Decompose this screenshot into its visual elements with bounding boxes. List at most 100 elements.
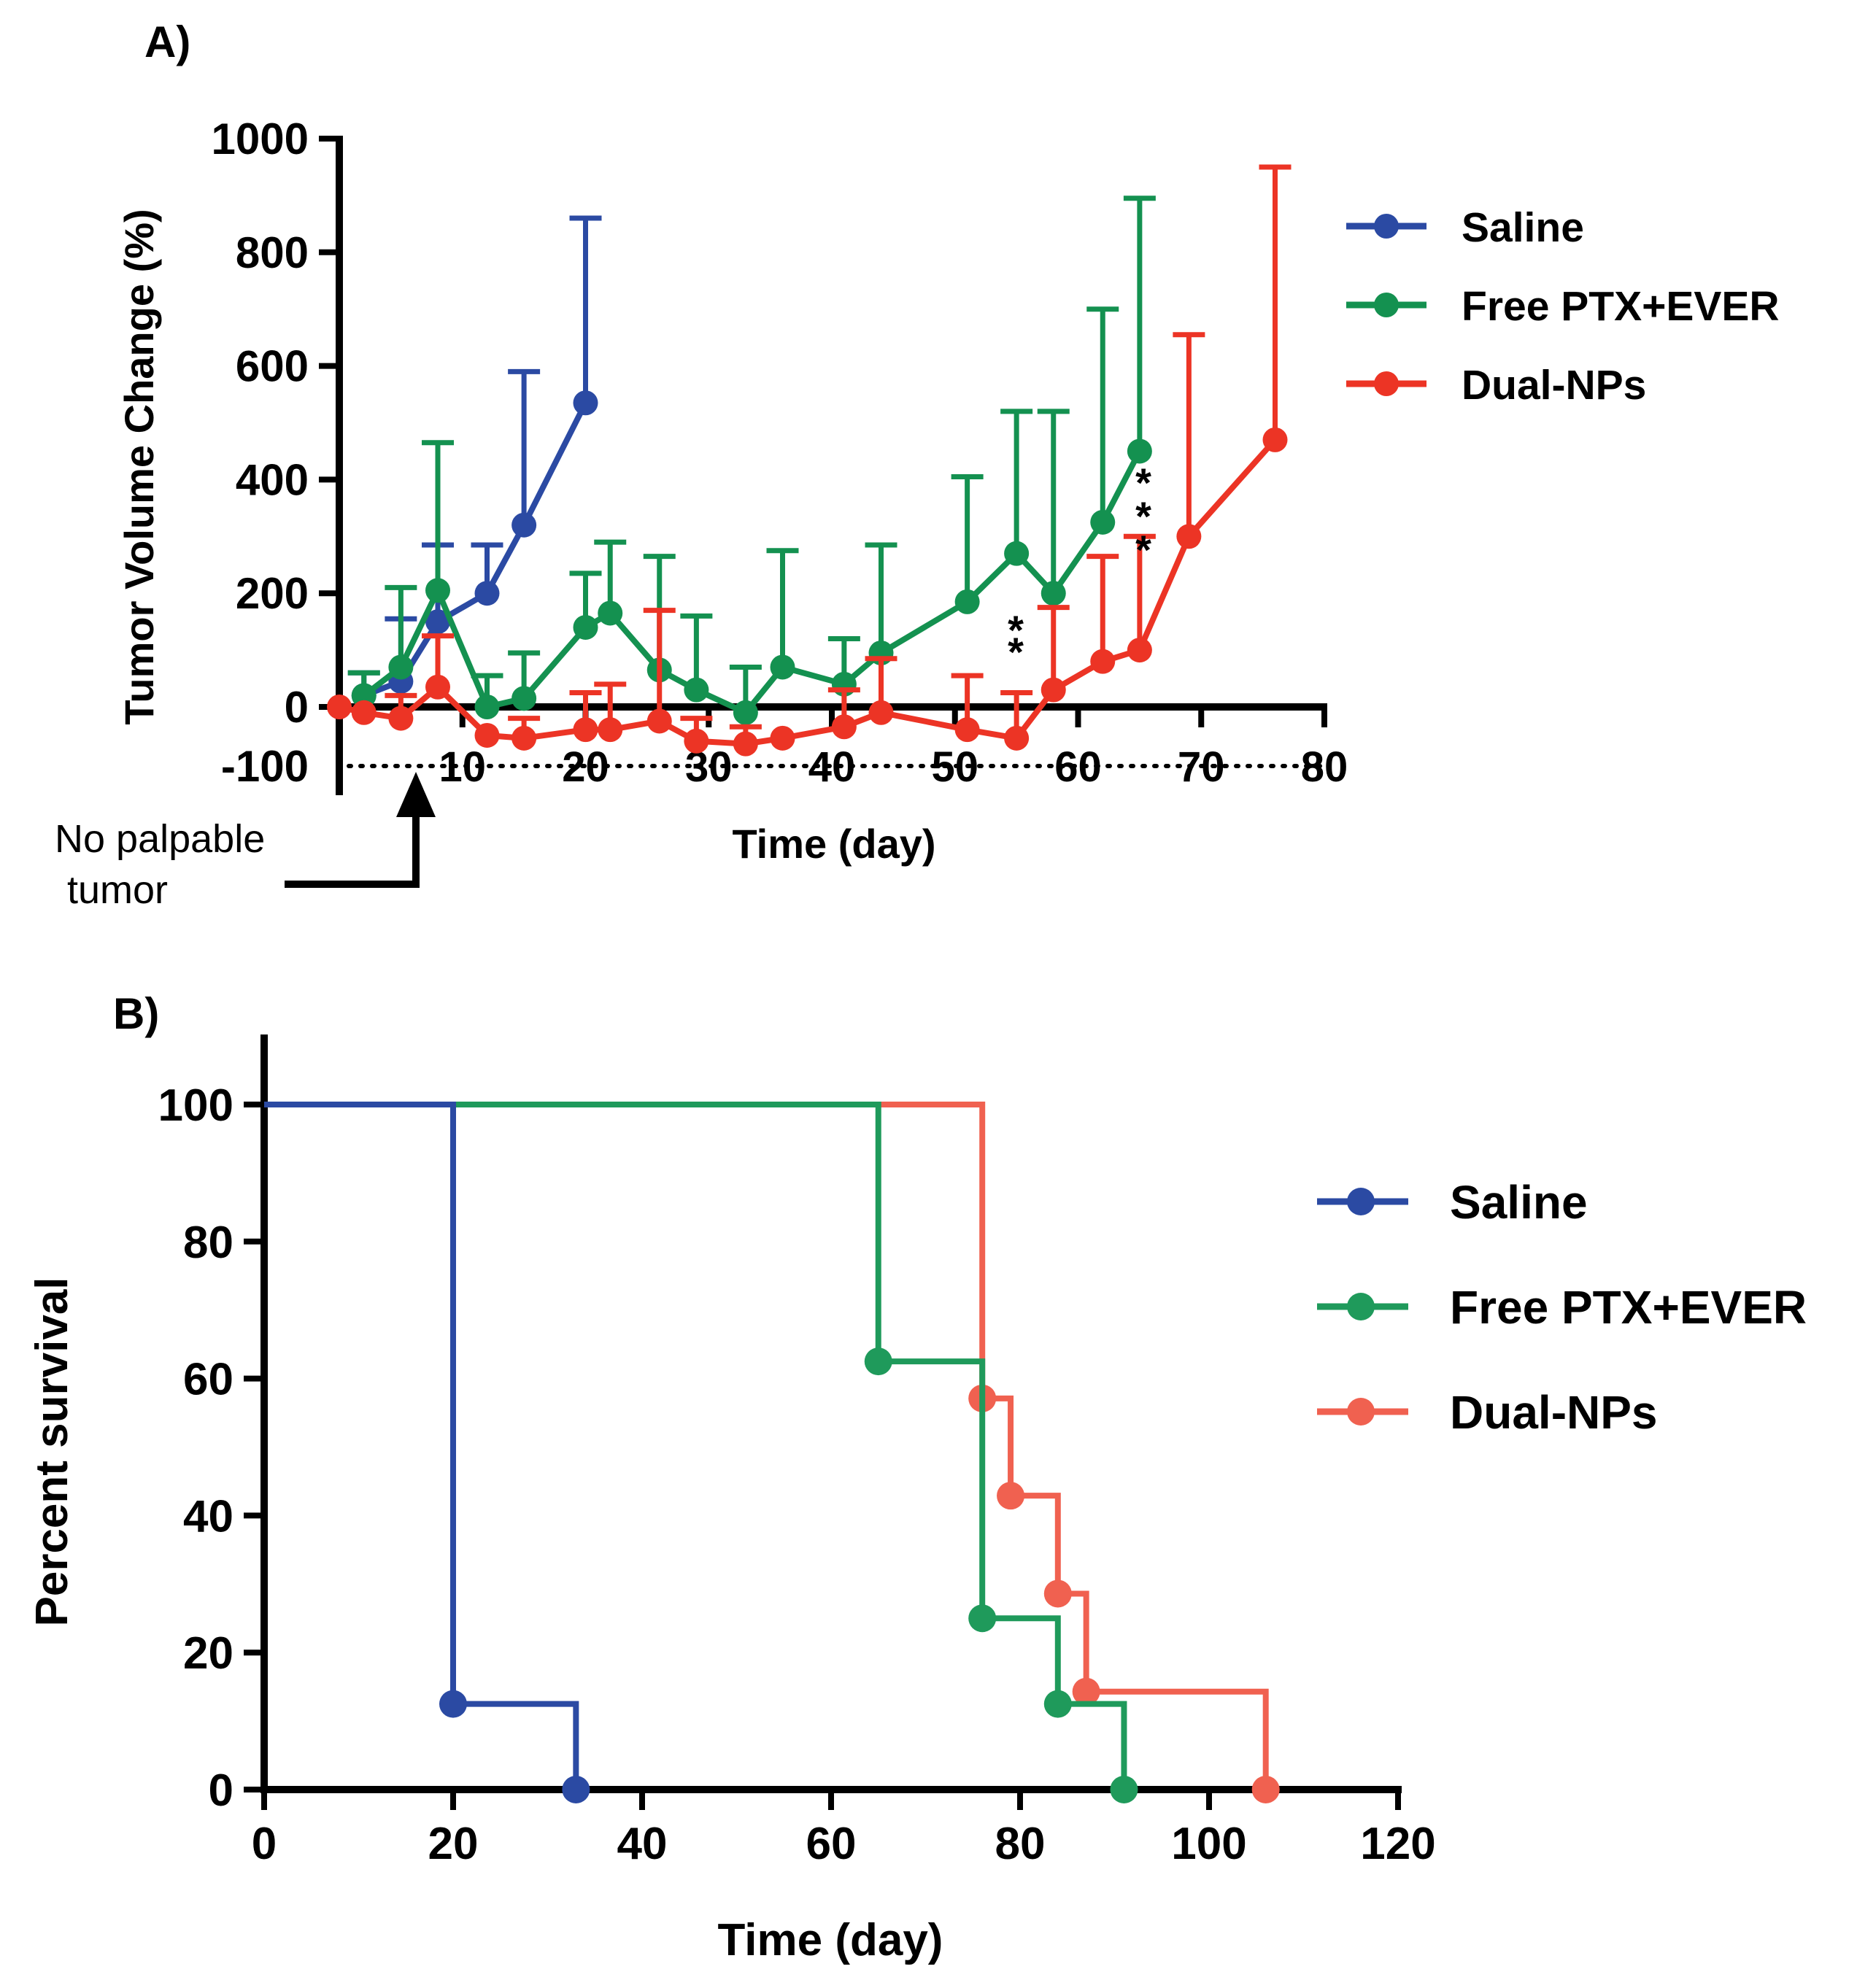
survival-point (1043, 1690, 1072, 1718)
legend-marker (1374, 371, 1399, 396)
y-tick-label: 100 (158, 1080, 233, 1131)
significance-star: * (1135, 493, 1151, 539)
survival-point (997, 1482, 1025, 1510)
series-2 (264, 1102, 1280, 1803)
series-0 (264, 1102, 590, 1803)
data-point (1090, 649, 1116, 674)
x-tick-label: 40 (808, 743, 856, 791)
x-axis-title: Time (day) (718, 1915, 943, 1965)
legend-label: Dual-NPs (1462, 362, 1646, 409)
y-tick-label: 60 (183, 1355, 233, 1405)
x-tick-label: 120 (1360, 1819, 1435, 1869)
survival-point (1072, 1677, 1100, 1706)
survival-point (562, 1776, 590, 1803)
survival-point (864, 1347, 892, 1376)
data-point (598, 600, 623, 626)
data-point (1041, 581, 1066, 606)
y-tick-label: 1000 (212, 115, 309, 163)
data-point (388, 705, 414, 731)
survival-line (264, 1102, 579, 1790)
survival-point (1043, 1579, 1072, 1608)
y-tick-label: 80 (183, 1218, 233, 1268)
data-point (474, 581, 500, 606)
data-point (1041, 677, 1066, 703)
y-tick-label: 400 (236, 455, 309, 504)
data-point (425, 674, 450, 700)
legend-marker (1347, 1188, 1375, 1215)
data-point (1176, 524, 1202, 549)
data-point (573, 614, 598, 640)
data-point (351, 683, 377, 708)
significance-star: * (1008, 629, 1024, 675)
y-tick-label: 0 (285, 683, 309, 732)
no-palpable-arrowhead (396, 772, 436, 817)
legend-a: Saline Free PTX+EVER Dual-NPs (1346, 204, 1780, 409)
data-point (684, 677, 709, 703)
data-point (1262, 427, 1288, 452)
x-tick-label: 20 (428, 1819, 479, 1869)
data-point (573, 390, 598, 416)
y-tick-label: 600 (236, 342, 309, 391)
no-palpable-label: tumor (67, 868, 168, 912)
x-tick-label: 50 (931, 743, 978, 791)
y-tick-label: 0 (209, 1765, 233, 1816)
data-point (1127, 638, 1152, 663)
data-point (770, 725, 795, 751)
y-tick-label: 800 (236, 228, 309, 277)
survival-line (264, 1102, 1127, 1790)
panel-b: B) 0 20 40 60 80 100 0 20 40 60 80 100 120 Time (day)… (27, 989, 1807, 1965)
y-tick-label: 200 (236, 569, 309, 618)
survival-point (1251, 1776, 1280, 1803)
data-point (511, 512, 537, 538)
legend-b: Saline Free PTX+EVER Dual-NPs (1317, 1176, 1807, 1439)
x-tick-label: 0 (252, 1819, 277, 1869)
data-point (327, 695, 352, 719)
legend-marker (1374, 214, 1399, 239)
y-tick-label: 20 (183, 1628, 233, 1679)
legend-marker (1347, 1398, 1375, 1426)
data-point (1004, 541, 1030, 566)
panel-a-label: A) (144, 18, 190, 66)
x-tick-label: 20 (562, 743, 609, 791)
legend-label: Saline (1462, 204, 1584, 251)
y-axis-title: Tumor Volume Change (%) (116, 209, 162, 724)
no-palpable-label: No palpable (55, 817, 265, 861)
legend-label: Free PTX+EVER (1462, 283, 1780, 330)
x-axis-title: Time (day) (732, 821, 935, 867)
series-0 (347, 215, 602, 708)
data-point (831, 714, 857, 740)
data-point (474, 695, 500, 719)
legend-marker (1374, 293, 1399, 317)
data-point (770, 654, 795, 680)
legend-label: Dual-NPs (1450, 1386, 1658, 1439)
data-point (868, 700, 894, 725)
x-tick-label: 100 (1171, 1819, 1246, 1869)
data-point (733, 731, 758, 757)
y-axis-title: Percent survival (27, 1277, 77, 1626)
survival-point (1110, 1776, 1138, 1803)
data-point (1004, 725, 1030, 751)
x-tick-label: 70 (1178, 743, 1225, 791)
data-point (388, 654, 414, 680)
survival-line (264, 1102, 1269, 1790)
data-point (1127, 438, 1152, 464)
data-point (954, 589, 980, 614)
y-tick-label-extra: -100 (221, 742, 309, 791)
data-point (573, 717, 598, 743)
legend-label: Saline (1450, 1176, 1588, 1229)
x-tick-label: 10 (439, 743, 486, 791)
data-point (1090, 509, 1116, 535)
series-1 (264, 1102, 1138, 1803)
x-tick-label: 80 (995, 1819, 1046, 1869)
data-point (425, 578, 450, 603)
data-point (474, 722, 500, 748)
x-tick-label: 60 (1054, 743, 1102, 791)
series-2 (327, 164, 1292, 757)
data-point (511, 725, 537, 751)
legend-marker (1347, 1293, 1375, 1320)
data-point (684, 728, 709, 754)
no-palpable-arrow (285, 811, 420, 888)
data-point (646, 708, 672, 734)
